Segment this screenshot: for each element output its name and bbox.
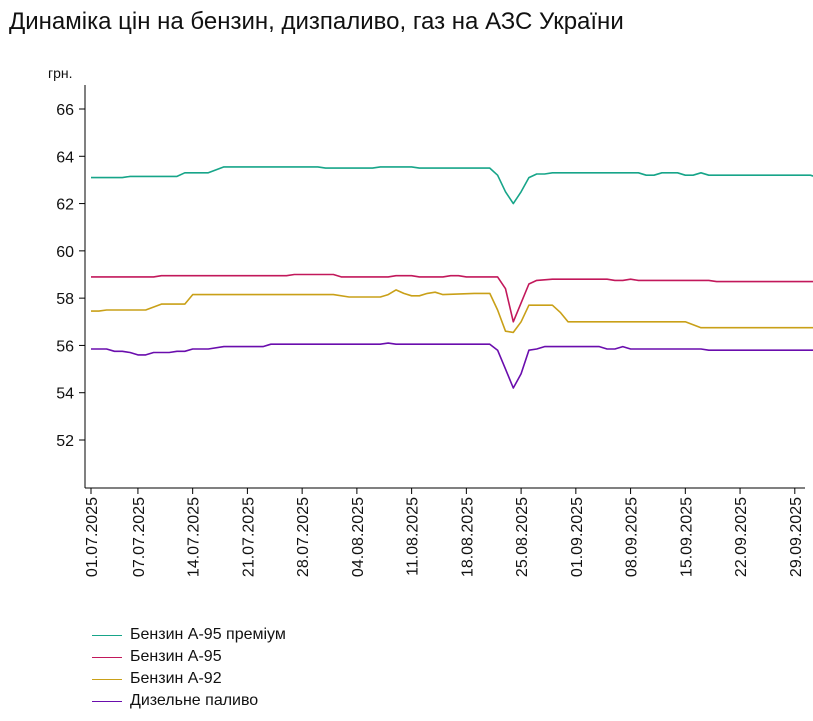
chart-title: Динаміка цін на бензин, дизпаливо, газ н… [9,8,624,35]
y-tick-label: 56 [56,338,74,355]
series-line-diesel [91,342,813,389]
legend-label: Бензин А-92 [130,670,222,687]
x-tick-label: 22.09.2025 [733,497,750,577]
legend: Бензин А-95 преміум Бензин А-95 Бензин А-9… [92,624,286,712]
x-tick-label: 11.08.2025 [405,497,422,576]
legend-swatch [92,700,122,702]
y-tick-label: 64 [56,149,74,166]
y-axis-labels: грн. 52 54 56 58 60 62 64 66 [48,65,74,450]
x-tick-label: 07.07.2025 [131,497,148,577]
legend-item-diesel: Дизельне паливо [92,690,286,712]
y-tick-label: 54 [56,386,74,403]
series-line-a95 [91,273,813,323]
series-line-a95-premium [91,166,813,205]
chart-axes [79,85,805,494]
legend-item-a95-premium: Бензин А-95 преміум [92,624,286,646]
x-tick-label: 15.09.2025 [678,497,695,577]
x-tick-label: 21.07.2025 [240,497,257,577]
y-tick-label: 62 [56,197,74,214]
series-line-a92 [91,289,813,334]
x-tick-label: 28.07.2025 [295,497,312,577]
legend-label: Дизельне паливо [130,692,259,709]
legend-label: Бензин А-95 преміум [130,626,286,643]
legend-swatch [92,656,122,658]
legend-item-a92: Бензин А-92 [92,668,286,690]
x-axis-labels: 01.07.2025 07.07.2025 14.07.2025 21.07.2025… [84,497,805,577]
y-tick-label: 52 [56,433,74,450]
x-tick-label: 01.07.2025 [84,497,101,577]
x-tick-label: 18.08.2025 [459,497,476,577]
y-tick-label: 66 [56,102,74,119]
x-tick-label: 01.09.2025 [569,497,586,577]
y-tick-label: 60 [56,244,74,261]
y-tick-label: 58 [56,291,74,308]
legend-item-a95: Бензин А-95 [92,646,286,668]
line-chart: грн. 52 54 56 58 60 62 64 66 01.07.2025 07.07.202… [48,65,813,577]
x-tick-label: 14.07.2025 [186,497,203,577]
x-tick-label: 08.09.2025 [624,497,641,577]
legend-swatch [92,634,122,636]
series-lines [91,166,813,389]
y-axis-unit-label: грн. [48,65,73,81]
x-tick-label: 29.09.2025 [788,497,805,577]
x-tick-label: 04.08.2025 [350,497,367,577]
legend-label: Бензин А-95 [130,648,222,665]
legend-swatch [92,678,122,680]
x-tick-label: 25.08.2025 [514,497,531,577]
